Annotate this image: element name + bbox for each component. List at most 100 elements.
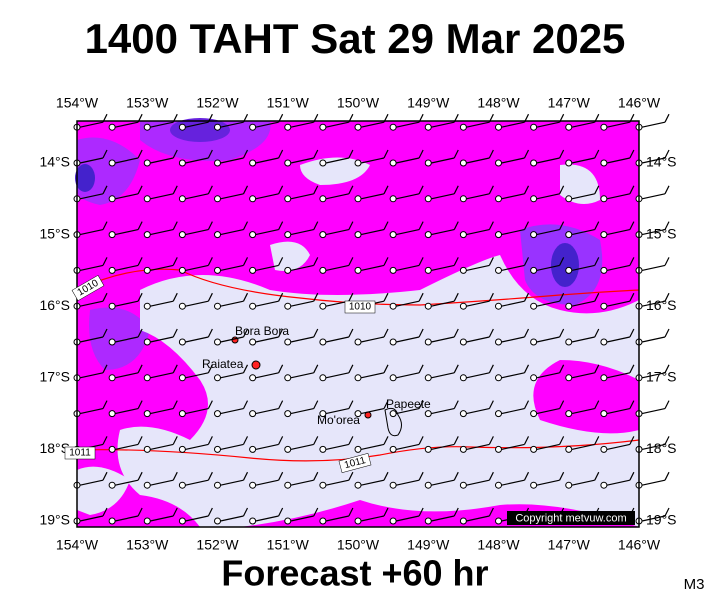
wind-barb [214, 507, 249, 525]
barb-station [214, 123, 221, 131]
barb-station [214, 195, 221, 203]
barb-shaft [395, 443, 420, 450]
barb-station [495, 410, 502, 418]
wind-barb [249, 400, 284, 418]
barb-station [108, 302, 116, 310]
light-region [300, 157, 370, 185]
barb-station [389, 123, 397, 131]
wind-barb [214, 364, 249, 382]
barb-shaft [571, 408, 595, 415]
barb-tick [172, 185, 178, 195]
barb-shaft [360, 479, 385, 486]
wind-barb [108, 257, 143, 274]
barb-station [354, 159, 362, 167]
barb-shaft [501, 264, 525, 271]
barb-station [424, 481, 432, 489]
barb-tick [453, 257, 459, 266]
barb-shaft [501, 193, 525, 200]
barb-station [249, 410, 257, 418]
barb-tick [383, 257, 389, 266]
barb-shaft [325, 336, 350, 343]
barb-station [143, 374, 151, 382]
barb-station [284, 123, 292, 131]
barb-tick [207, 364, 213, 374]
barb-tick [137, 221, 143, 230]
wind-barb [214, 471, 249, 489]
place-label: Raiatea [202, 357, 244, 371]
barb-shaft [185, 408, 209, 415]
barb-station [319, 445, 327, 453]
barb-tick [348, 292, 354, 302]
barb-station [424, 231, 432, 239]
barb-tick [629, 471, 635, 481]
islands [231, 336, 402, 437]
barb-shaft [325, 264, 350, 271]
wind-barb [178, 507, 213, 525]
barb-shaft [501, 157, 525, 164]
wind-barb [600, 292, 635, 310]
barb-shaft [220, 229, 244, 236]
barb-station [459, 338, 467, 346]
wind-barb [108, 507, 143, 525]
wind-barb [530, 328, 565, 346]
wind-barb [389, 507, 424, 525]
barb-tick [664, 257, 670, 266]
barb-tick [664, 221, 670, 230]
barb-shaft [255, 336, 279, 343]
map-title: 1400 TAHT Sat 29 Mar 2025 [85, 15, 626, 62]
barb-station [600, 195, 608, 203]
barb-station [424, 266, 432, 274]
barb-shaft [79, 264, 104, 271]
wind-barb [319, 328, 354, 346]
barb-shaft [431, 157, 455, 164]
barb-station [108, 517, 116, 525]
barb-tick [523, 328, 530, 338]
wind-barb [495, 113, 530, 131]
barb-shaft [501, 336, 525, 343]
barb-station [178, 374, 186, 382]
barb-shaft [501, 372, 525, 379]
wind-barb [249, 471, 284, 489]
barb-shaft [114, 372, 139, 379]
barb-tick [348, 185, 354, 195]
barb-station [214, 374, 221, 382]
wind-barb [495, 400, 530, 418]
latitude-label: 14°S [646, 154, 677, 170]
barb-shaft [466, 515, 490, 522]
barb-station [424, 374, 432, 382]
wind-barb [635, 185, 670, 203]
barb-shaft [220, 336, 244, 343]
barb-station [178, 266, 186, 274]
longitude-label: 149°W [407, 537, 450, 553]
wind-barb [459, 113, 494, 131]
barb-tick [453, 436, 459, 445]
wind-barb [284, 507, 319, 525]
barb-shaft [641, 443, 666, 450]
wind-barb [214, 221, 249, 239]
wind-barb [354, 113, 389, 131]
wind-barb [389, 328, 424, 346]
wind-barb [214, 113, 249, 131]
barb-tick [523, 471, 530, 481]
place-label: Mo'orea [317, 413, 360, 427]
wind-barb [319, 436, 354, 453]
barb-shaft [150, 300, 174, 307]
isobar-label-box [344, 300, 376, 314]
barb-station [424, 159, 432, 167]
barb-station [249, 266, 257, 274]
wind-barb [354, 149, 389, 167]
barb-shaft [466, 443, 490, 450]
barb-station [108, 159, 116, 167]
barb-shaft [220, 372, 244, 379]
wind-barb [319, 221, 354, 239]
longitude-label: 148°W [477, 95, 520, 111]
barb-station [178, 517, 186, 525]
wind-barb [565, 328, 600, 346]
barb-tick [383, 471, 389, 481]
barb-tick [137, 149, 143, 159]
barb-tick [172, 400, 178, 409]
wind-barb [530, 221, 565, 239]
barb-tick [523, 185, 530, 195]
barb-station [495, 231, 502, 239]
barb-station [143, 266, 151, 274]
